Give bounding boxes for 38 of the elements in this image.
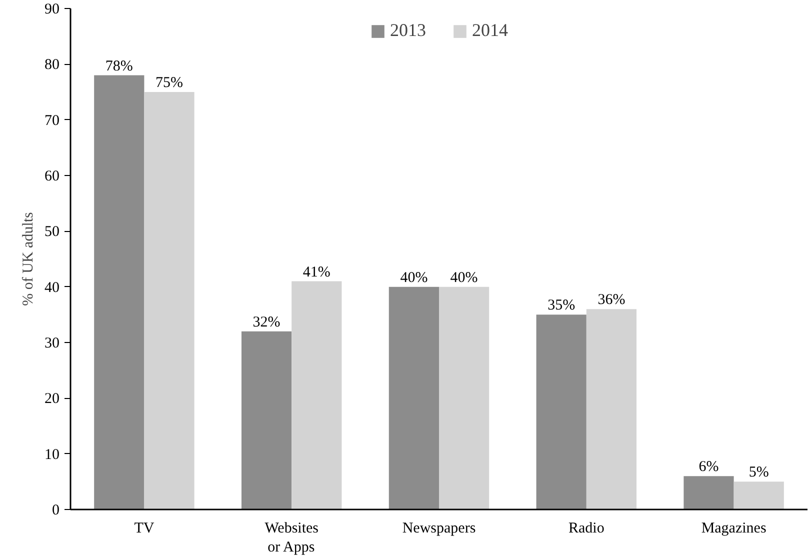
bar — [292, 281, 342, 510]
y-tick-label: 90 — [44, 2, 60, 18]
x-tick-label: Newspapers — [402, 520, 476, 536]
y-axis-title: % of UK adults — [20, 212, 36, 306]
data-label: 40% — [400, 270, 428, 286]
y-tick-label: 80 — [44, 57, 60, 74]
y-tick-label: 0 — [52, 502, 60, 518]
data-label: 40% — [450, 270, 478, 286]
data-label: 5% — [748, 464, 769, 481]
y-tick-label: 30 — [44, 336, 60, 352]
legend-label: 2013 — [390, 20, 426, 41]
data-label: 41% — [302, 264, 330, 280]
bar — [684, 476, 734, 510]
bar — [94, 75, 144, 510]
bar — [439, 286, 490, 510]
y-tick-label: 60 — [44, 168, 60, 184]
bar — [144, 92, 194, 510]
x-tick-label: Magazines — [701, 520, 766, 536]
data-label: 78% — [105, 58, 133, 74]
y-tick-label: 20 — [44, 391, 60, 408]
x-tick-label: Radio — [568, 520, 604, 536]
legend-label: 2014 — [472, 20, 508, 41]
y-tick-label: 50 — [44, 224, 60, 240]
data-label: 35% — [548, 298, 576, 314]
bar — [536, 314, 586, 510]
y-tick-label: 40 — [44, 280, 60, 296]
bar — [586, 309, 637, 510]
data-label: 32% — [252, 314, 280, 330]
bar — [241, 331, 292, 510]
x-tick-label: TV — [134, 520, 154, 536]
data-label: 36% — [598, 292, 626, 308]
y-tick-label: 70 — [44, 112, 60, 129]
data-label: 6% — [698, 459, 719, 476]
bar — [388, 286, 439, 510]
bar — [734, 482, 784, 510]
y-tick-label: 10 — [44, 446, 60, 463]
data-label: 75% — [156, 75, 184, 91]
x-tick-label: Websites or Apps — [264, 520, 319, 556]
